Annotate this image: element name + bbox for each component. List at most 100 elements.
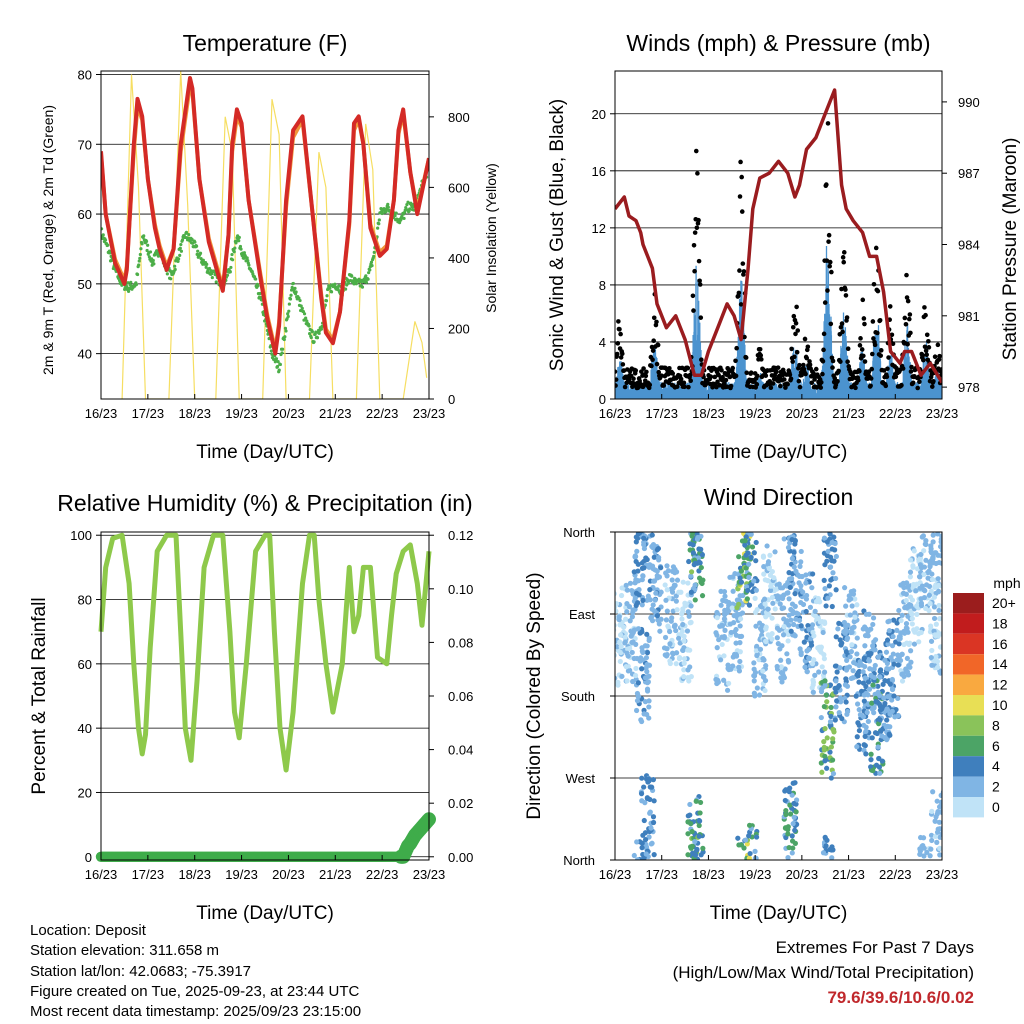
direction-point [844, 635, 851, 641]
direction-point [681, 667, 687, 673]
wind-gust-point [651, 315, 657, 321]
direction-point [863, 751, 869, 757]
direction-point [754, 652, 760, 659]
dewpoint-point [384, 209, 388, 214]
direction-point [792, 827, 798, 833]
direction-point [694, 847, 700, 853]
direction-point [930, 556, 936, 562]
direction-point [929, 837, 935, 844]
direction-point [791, 800, 797, 807]
direction-point [927, 853, 933, 859]
wind-gust-point [905, 298, 911, 304]
direction-point [635, 693, 642, 699]
direction-point [932, 658, 938, 664]
direction-point [642, 675, 649, 681]
direction-point [756, 692, 763, 698]
direction-point [894, 620, 900, 626]
direction-point [839, 715, 845, 722]
dewpoint-point [277, 368, 281, 372]
direction-point [903, 666, 909, 672]
temperature-xtick-label: 22/23 [366, 406, 399, 421]
direction-point [754, 643, 760, 649]
dewpoint-point [152, 262, 156, 266]
direction-point [752, 595, 758, 601]
direction-point [895, 695, 901, 702]
dewpoint-point [230, 252, 234, 257]
direction-point [935, 532, 941, 537]
wind-gust-point [803, 371, 808, 377]
direction-point [761, 571, 767, 577]
dewpoint-point [286, 312, 290, 316]
wind-gust-point [887, 304, 893, 309]
direction-point [903, 621, 910, 627]
dewpoint-point [386, 202, 390, 206]
direction-point [819, 769, 825, 775]
wind-gust-point [861, 353, 866, 359]
wind-gust-point [870, 351, 875, 357]
direction-point [654, 568, 660, 574]
dewpoint-point [408, 207, 412, 211]
direction-point [641, 711, 647, 717]
direction-point [681, 656, 688, 662]
direction-point [829, 855, 835, 860]
direction-point [829, 603, 835, 610]
direction-point [743, 565, 749, 571]
direction-point [901, 641, 907, 648]
direction-point [896, 636, 902, 642]
direction-xlabel: Time (Day/UTC) [710, 903, 848, 924]
direction-point [735, 835, 741, 841]
direction-point [751, 678, 757, 684]
direction-point [886, 731, 892, 737]
wind-gust-point [722, 381, 727, 386]
colorbar-label: 6 [992, 738, 1000, 754]
winds-xtick-label: 16/23 [599, 406, 632, 421]
wind-gust-point [774, 369, 779, 375]
wind-gust-point [615, 351, 620, 357]
direction-point [932, 550, 938, 556]
direction-point [870, 643, 876, 649]
temperature-y2tick-label: 200 [448, 321, 470, 336]
direction-point [772, 606, 778, 612]
temperature-ytick-label: 80 [78, 67, 92, 82]
dewpoint-point [198, 251, 203, 255]
dewpoint-point [207, 266, 212, 271]
direction-point [760, 668, 766, 674]
wind-gust-point [723, 377, 729, 383]
wind-gust-point [838, 324, 844, 330]
direction-point [891, 617, 897, 623]
direction-point [793, 809, 799, 815]
direction-point [624, 678, 630, 684]
wind-gust-point [733, 358, 738, 364]
winds-xtick-label: 21/23 [832, 406, 865, 421]
direction-point [627, 580, 634, 586]
direction-point [791, 564, 797, 570]
wind-gust-point [688, 378, 693, 384]
direction-point [698, 564, 704, 571]
latlon-text: Station lat/lon: 42.0683; -75.3917 [30, 962, 252, 980]
direction-point [635, 680, 641, 686]
direction-point [870, 682, 876, 688]
direction-point [837, 665, 843, 671]
wind-gust-point [742, 334, 747, 340]
dewpoint-point [287, 302, 291, 306]
direction-point [918, 551, 924, 557]
direction-point [785, 855, 791, 860]
dewpoint-point [254, 277, 258, 281]
direction-point [854, 734, 860, 740]
dewpoint-point [293, 286, 297, 290]
wind-gust-point [692, 268, 697, 274]
wind-gust-point [734, 345, 739, 351]
direction-point [821, 535, 828, 541]
direction-point [688, 820, 694, 827]
wind-gust-point [616, 319, 621, 324]
direction-point [668, 618, 674, 624]
colorbar-label: 14 [992, 656, 1008, 672]
direction-point [877, 717, 883, 723]
wind-gust-point [926, 338, 931, 344]
temperature-y2tick-label: 800 [448, 110, 470, 125]
direction-point [820, 629, 826, 636]
wind-gust-point [860, 297, 866, 303]
dewpoint-point [230, 258, 235, 262]
direction-point [629, 587, 635, 594]
wind-gust-point [615, 383, 618, 388]
